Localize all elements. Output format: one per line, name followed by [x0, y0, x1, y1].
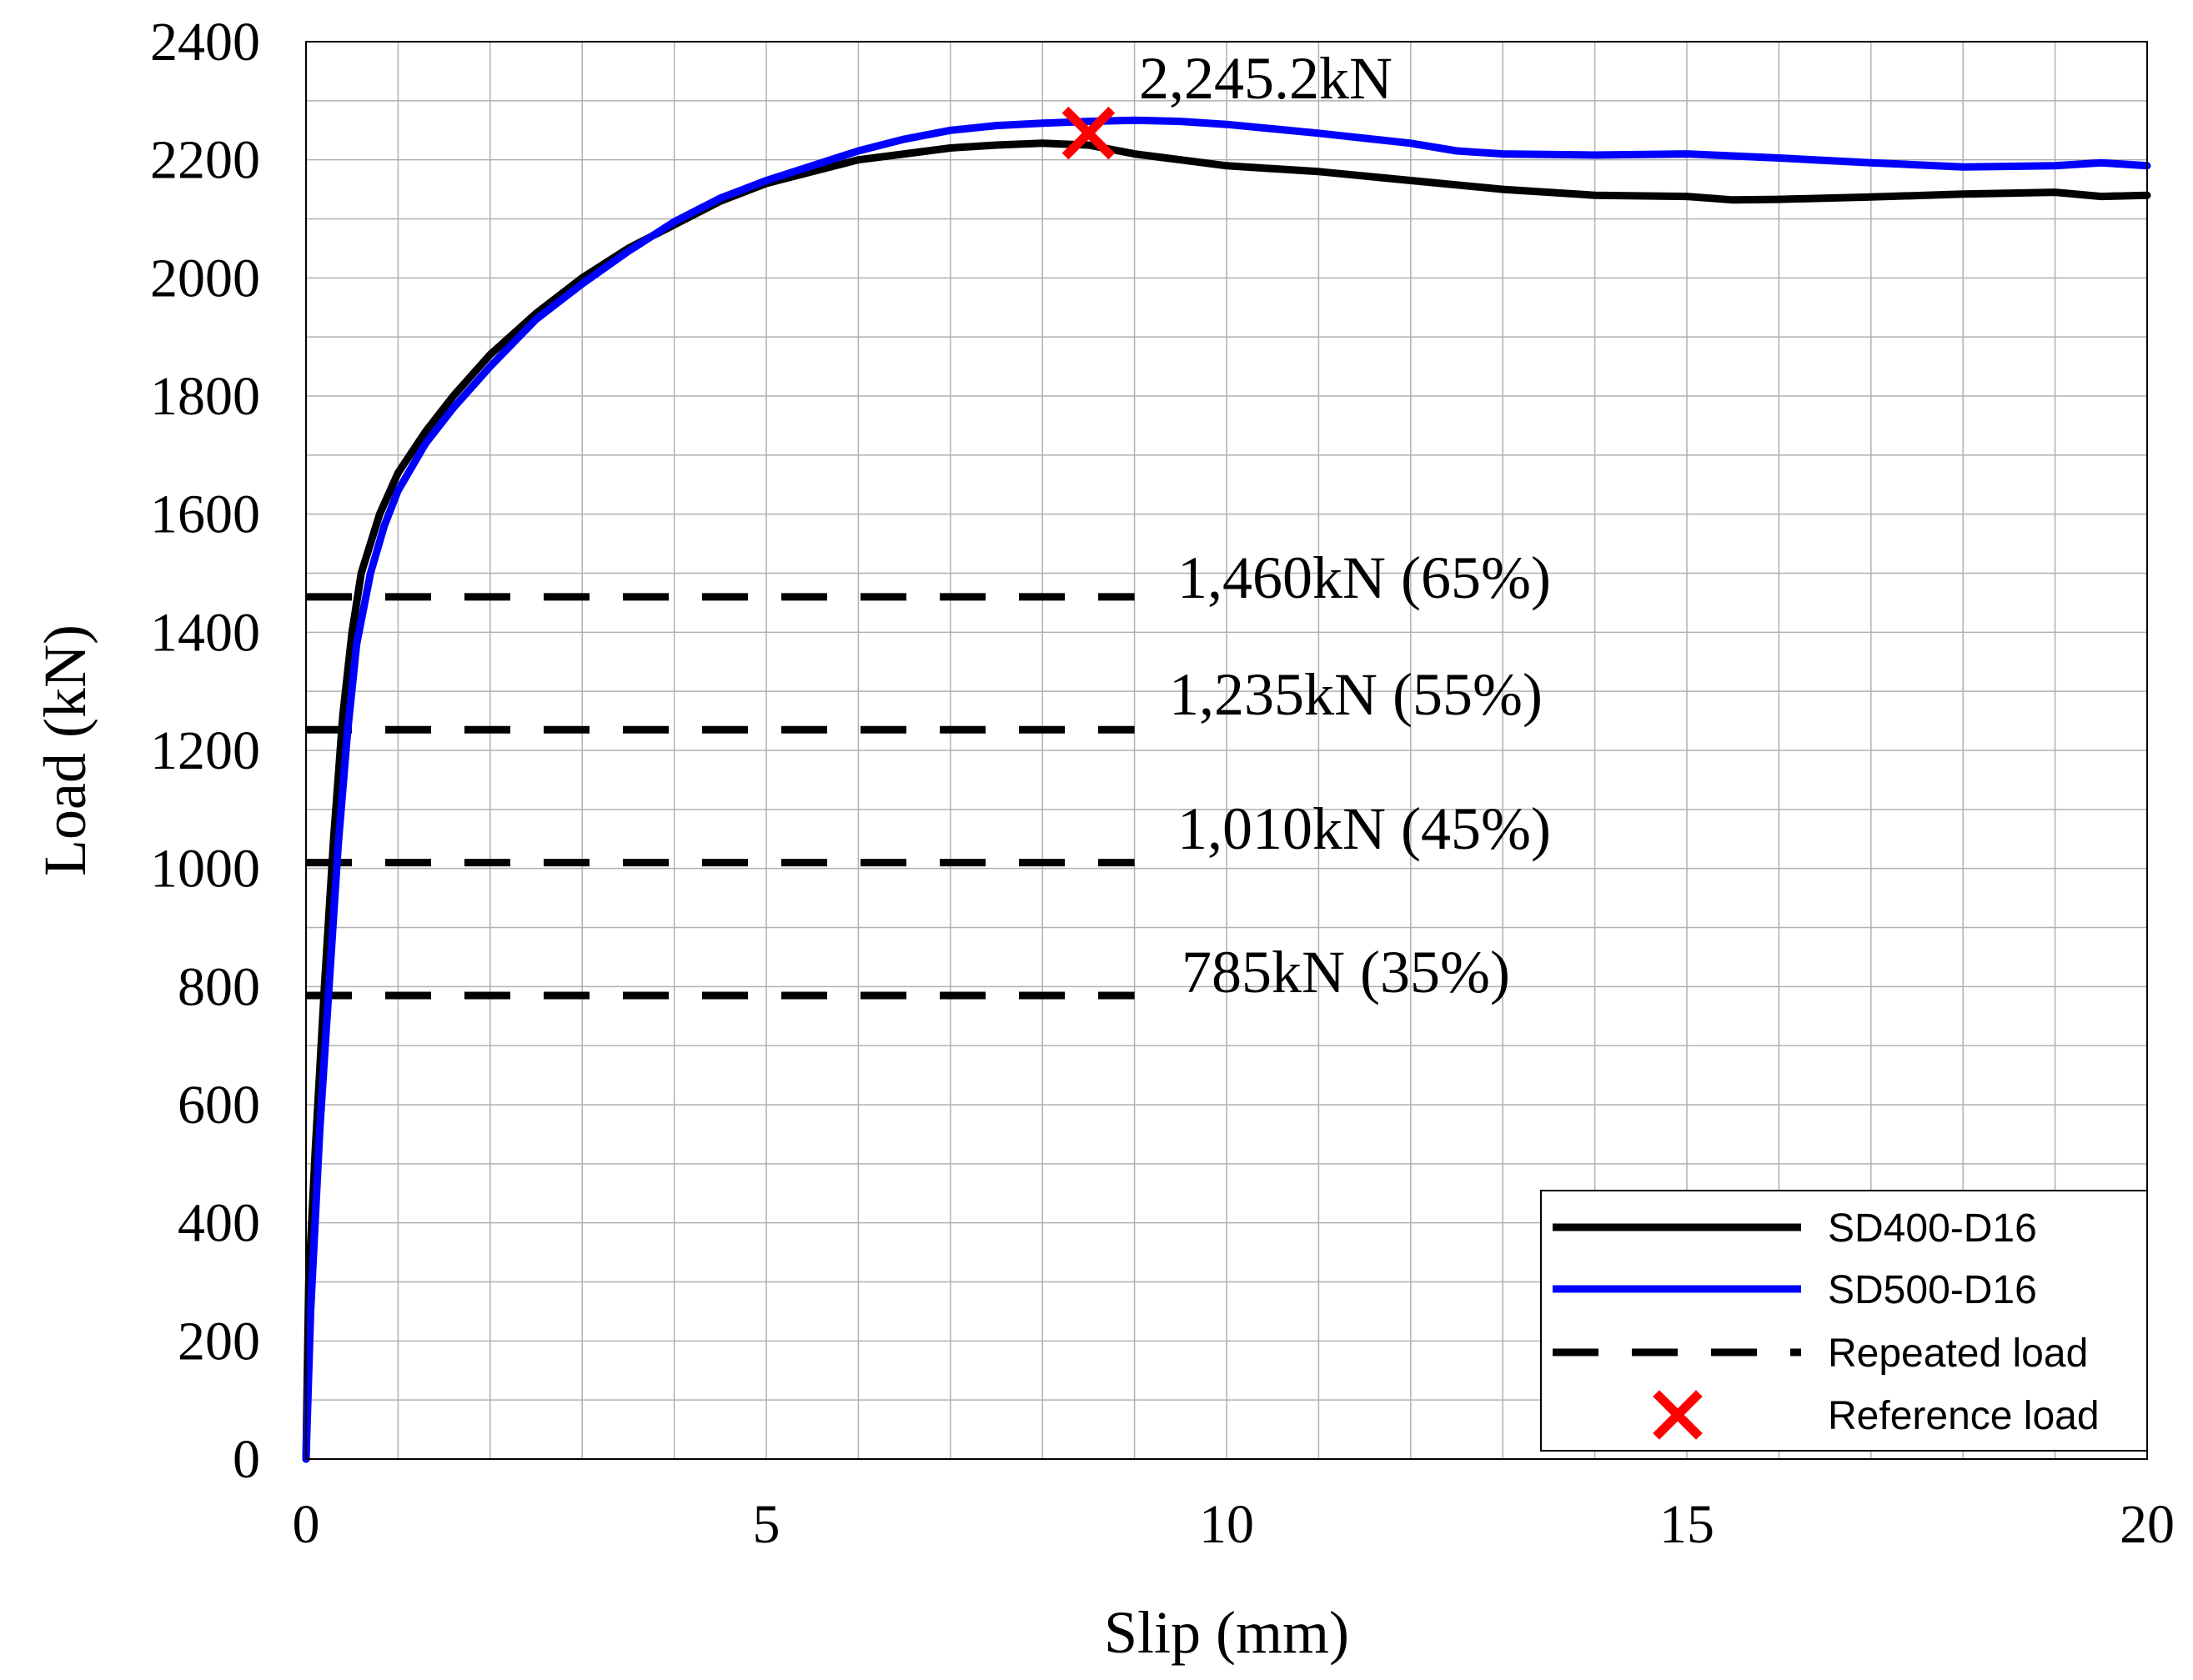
annotations: 2,245.2kN 1,460kN (65%) 1,235kN (55%) 1,010…	[1061, 45, 1551, 1005]
legend-label: SD400-D16	[1828, 1206, 2037, 1251]
legend-marker	[1653, 1390, 1703, 1440]
x-tick-label: 15	[1659, 1494, 1714, 1555]
repeated-load-label: 1,235kN (55%)	[1169, 661, 1543, 728]
x-tick-label: 5	[753, 1494, 780, 1555]
y-tick-label: 1400	[150, 602, 260, 663]
repeated-load-label: 1,010kN (45%)	[1177, 795, 1551, 862]
y-tick-label: 1600	[150, 484, 260, 545]
legend: SD400-D16 SD500-D16 Repeated load Reference…	[1540, 1190, 2148, 1452]
legend-label: SD500-D16	[1828, 1268, 2037, 1312]
x-tick-label: 0	[293, 1494, 320, 1555]
y-axis-label: Load (kN)	[32, 624, 98, 876]
y-tick-label: 2000	[150, 248, 260, 308]
y-tick-label: 1200	[150, 720, 260, 781]
x-axis-label: Slip (mm)	[1104, 1599, 1349, 1666]
marker-stroke	[1061, 106, 1116, 160]
y-tick-label: 2400	[150, 12, 260, 73]
reference-load-label: 2,245.2kN	[1139, 45, 1393, 112]
y-tick-label: 1000	[150, 839, 260, 900]
series-line-sd400-d16	[302, 139, 2151, 1463]
y-tick-label: 2200	[150, 130, 260, 191]
y-tick-label: 200	[178, 1311, 260, 1372]
y-tick-label: 400	[178, 1193, 260, 1254]
series-line-sd500-d16	[302, 116, 2151, 1463]
x-tick-label: 20	[2120, 1494, 2175, 1555]
series-lines	[302, 116, 2151, 1463]
y-tick-label: 800	[178, 956, 260, 1017]
legend-box	[1540, 1190, 2148, 1452]
legend-label: Repeated load	[1828, 1331, 2088, 1376]
repeated-load-lines	[306, 593, 1135, 1000]
marker-stroke	[1653, 1390, 1703, 1440]
repeated-load-label: 785kN (35%)	[1182, 939, 1510, 1005]
legend-label: Reference load	[1828, 1394, 2100, 1438]
x-tick-label: 10	[1199, 1494, 1254, 1555]
reference-load-marker	[1061, 106, 1116, 160]
tick-labels: 0 5 10 15 2002004006008001000120014001600180…	[150, 12, 2175, 1555]
y-tick-label: 0	[233, 1429, 260, 1490]
repeated-load-label: 1,460kN (65%)	[1177, 544, 1551, 611]
plot-frame	[305, 41, 2148, 1460]
y-tick-label: 600	[178, 1075, 260, 1136]
y-tick-label: 1800	[150, 366, 260, 427]
